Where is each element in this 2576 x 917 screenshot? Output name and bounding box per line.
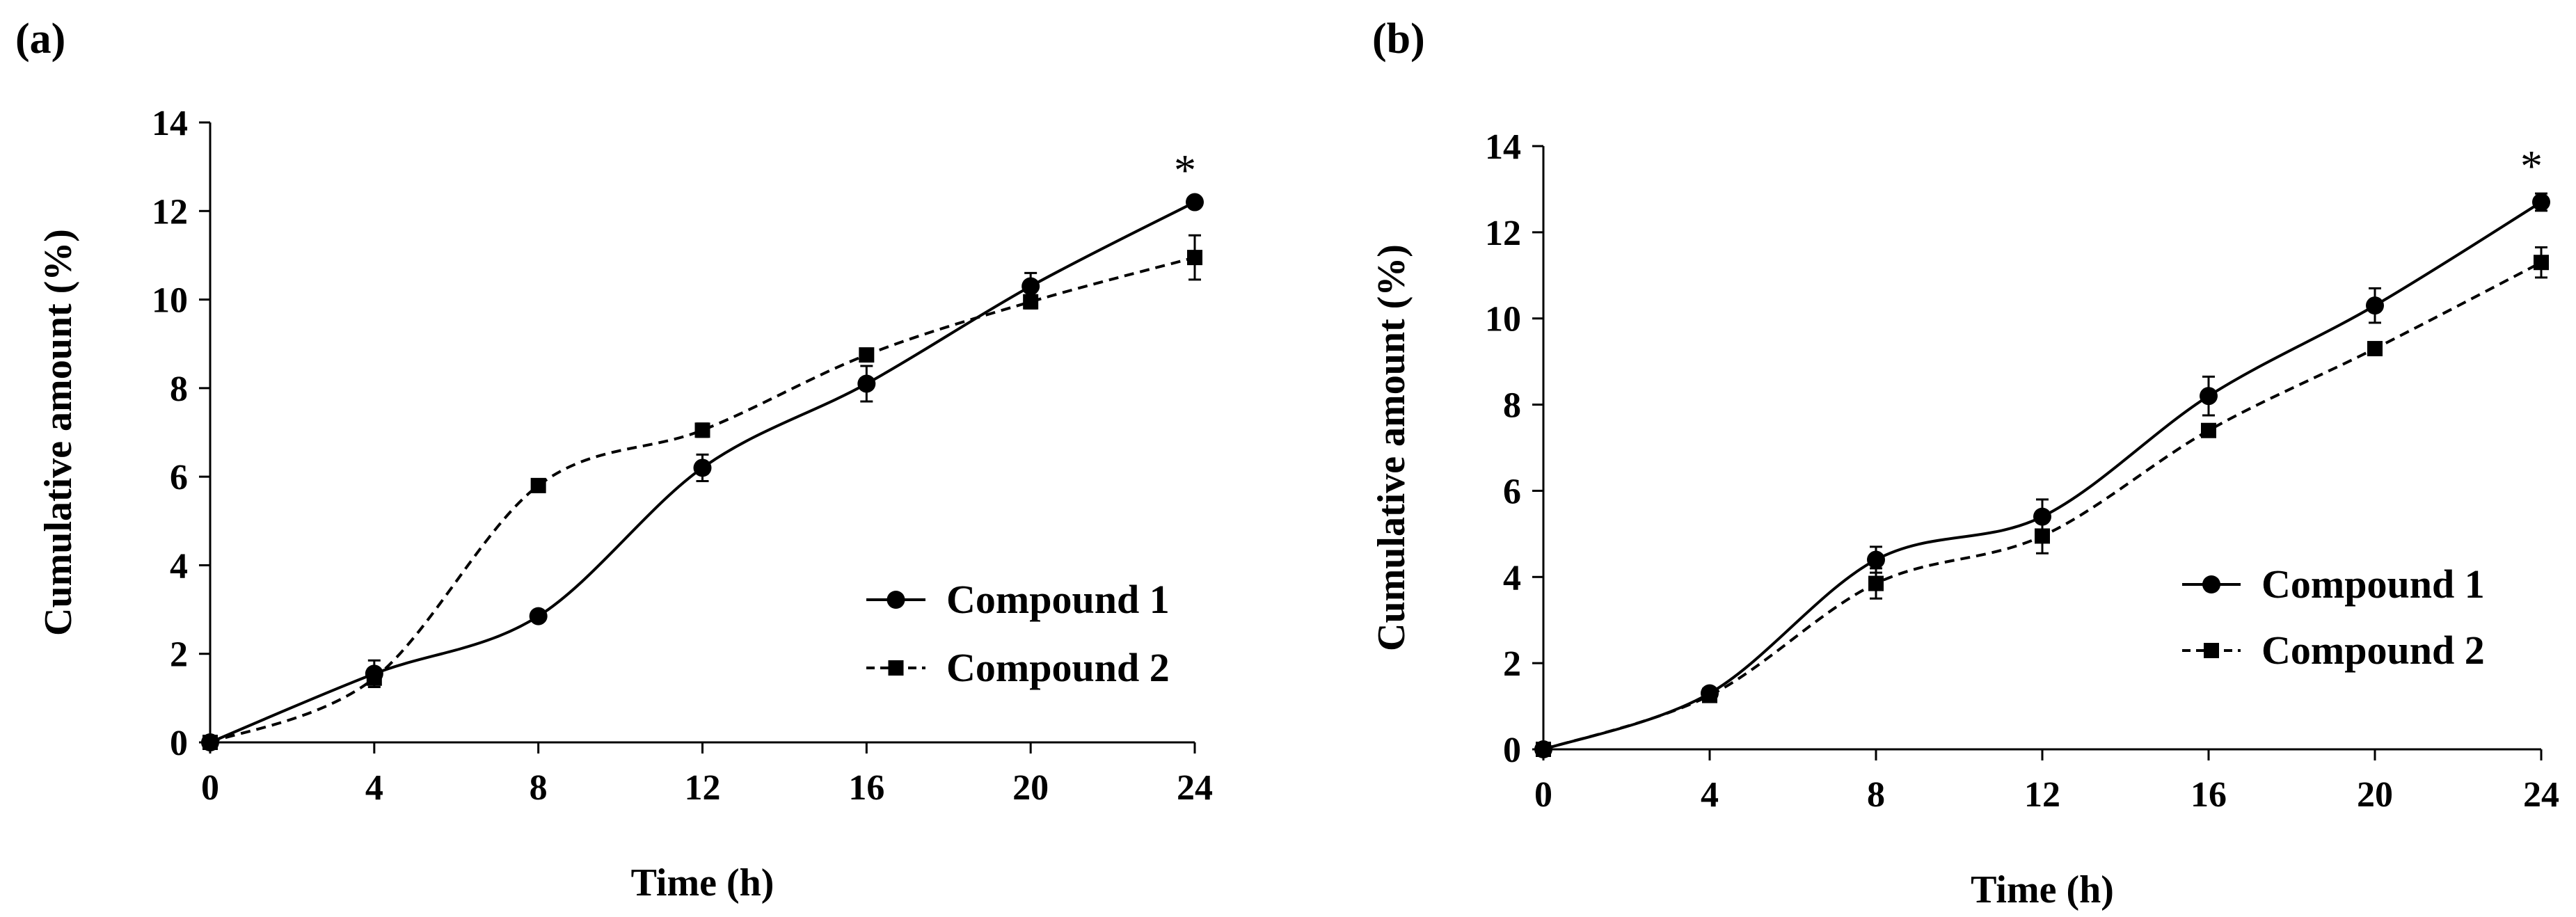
x-tick-label: 0 [1534, 775, 1552, 815]
data-point [1186, 193, 1204, 212]
data-point [2534, 255, 2549, 271]
data-point [2201, 422, 2216, 438]
x-tick-label: 24 [1177, 768, 1213, 808]
panel-label: (b) [1372, 15, 1425, 63]
y-tick-label: 14 [152, 104, 188, 143]
y-tick-label: 6 [1503, 472, 1521, 511]
y-tick-label: 2 [170, 635, 188, 675]
y-tick-label: 14 [1485, 127, 1521, 167]
data-point [1023, 294, 1039, 310]
x-tick-label: 0 [201, 768, 219, 808]
x-axis-title: Time (h) [631, 861, 774, 904]
x-tick-label: 12 [685, 768, 721, 808]
data-point [2367, 341, 2383, 357]
y-axis-title: Cumulative amount (%) [1370, 244, 1413, 651]
x-tick-label: 16 [2191, 775, 2227, 815]
x-tick-label: 4 [1701, 775, 1719, 815]
data-point [1702, 687, 1717, 703]
y-tick-label: 12 [1485, 214, 1521, 253]
y-tick-label: 12 [152, 192, 188, 232]
y-tick-label: 10 [152, 281, 188, 321]
panel-label: (a) [15, 15, 65, 63]
legend-label: Compound 2 [946, 645, 1170, 690]
y-tick-label: 0 [1503, 731, 1521, 770]
data-point [202, 735, 218, 750]
y-tick-label: 8 [1503, 386, 1521, 426]
data-point [1867, 550, 1885, 569]
data-point [529, 607, 548, 625]
data-point [2033, 507, 2051, 526]
series-compound-2 [1536, 246, 2549, 757]
x-tick-label: 8 [1867, 775, 1885, 815]
legend-marker [888, 660, 904, 676]
legend-marker [2204, 643, 2219, 658]
x-tick-label: 4 [365, 768, 383, 808]
y-tick-label: 8 [170, 369, 188, 409]
data-point [1536, 742, 1551, 757]
series-compound-2 [202, 234, 1202, 750]
x-tick-label: 8 [530, 768, 548, 808]
x-tick-label: 24 [2523, 775, 2559, 815]
x-tick-label: 20 [2357, 775, 2393, 815]
data-point [1021, 277, 1040, 296]
data-point [2200, 387, 2218, 406]
x-tick-label: 20 [1012, 768, 1049, 808]
significance-asterisk: * [2520, 141, 2543, 191]
y-tick-label: 6 [170, 458, 188, 497]
legend-label: Compound 1 [2261, 561, 2485, 607]
y-tick-label: 0 [170, 724, 188, 763]
legend-marker [2202, 575, 2220, 593]
data-point [857, 374, 876, 393]
legend-label: Compound 2 [2261, 628, 2485, 673]
data-point [1187, 250, 1202, 266]
data-point [694, 422, 710, 438]
data-point [2366, 296, 2384, 315]
data-point [2532, 193, 2550, 212]
y-tick-label: 4 [170, 546, 188, 586]
x-tick-label: 16 [848, 768, 884, 808]
y-axis-title: Cumulative amount (%) [37, 229, 80, 636]
x-axis-title: Time (h) [1971, 868, 2114, 911]
data-point [693, 458, 712, 477]
series-compound-1 [1534, 192, 2550, 758]
data-point [2035, 528, 2050, 544]
legend-label: Compound 1 [946, 577, 1170, 622]
legend: Compound 1 Compound 2 [2182, 561, 2485, 673]
significance-asterisk: * [1174, 145, 1196, 195]
data-point [530, 477, 546, 493]
data-point [859, 347, 875, 363]
data-point [1868, 575, 1884, 591]
x-tick-label: 12 [2024, 775, 2060, 815]
data-point [366, 670, 382, 686]
y-tick-label: 10 [1485, 300, 1521, 340]
legend-marker [887, 591, 905, 609]
y-tick-label: 4 [1503, 558, 1521, 598]
y-tick-label: 2 [1503, 644, 1521, 684]
legend: Compound 1 Compound 2 [866, 577, 1170, 690]
